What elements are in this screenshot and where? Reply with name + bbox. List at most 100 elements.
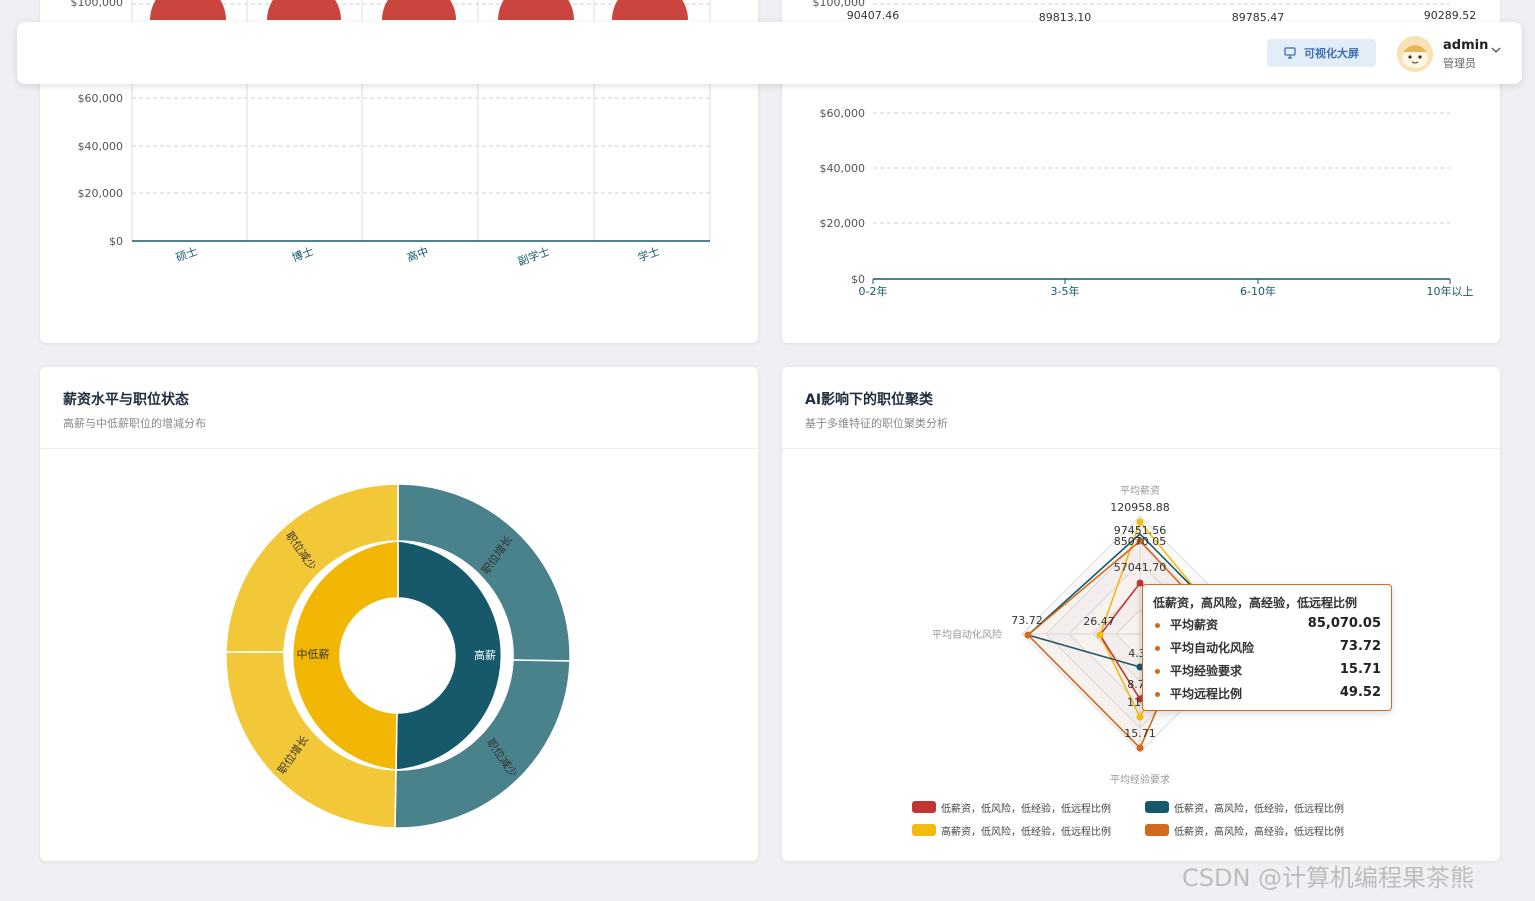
radar-value-label: 8.7 (1127, 678, 1145, 691)
radar-value-label: 11 (1127, 696, 1141, 709)
card-subtitle: 高薪与中低薪职位的增减分布 (63, 417, 206, 430)
outer-mid-decrease[interactable] (225, 483, 399, 653)
legend-label: 高薪资，低风险，低经验，低远程比例 (941, 827, 1111, 838)
point-value-label: 89813.10 (1039, 11, 1092, 24)
legend-label: 低薪资，高风险，低经验，低远程比例 (1174, 804, 1344, 815)
point-value-label: 90289.52 (1424, 9, 1477, 22)
legend-label: 低薪资，高风险，高经验，低远程比例 (1174, 827, 1344, 838)
tooltip-title: 低薪资，高风险，高经验，低远程比例 (1153, 596, 1358, 610)
divider (40, 448, 758, 449)
y-tick-label: $100,000 (71, 0, 124, 9)
radar-point[interactable] (1136, 663, 1144, 671)
tooltip-row: 平均远程比例 49.52 (1153, 685, 1381, 705)
radar-value-label: 26.47 (1083, 615, 1115, 628)
tooltip-row: 平均经验要求 15.71 (1153, 662, 1381, 682)
y-tick-label: $20,000 (820, 217, 866, 230)
tooltip-label: 平均远程比例 (1170, 687, 1243, 701)
legend-label: 低薪资，低风险，低经验，低远程比例 (941, 804, 1111, 815)
y-tick-label: $60,000 (78, 92, 124, 105)
radar-value-label: 73.72 (1011, 614, 1043, 627)
x-category-label: 学士 (636, 244, 661, 265)
point-value-label: 90407.46 (847, 9, 900, 22)
user-role: 管理员 (1443, 57, 1476, 70)
point-value-label: 89785.47 (1232, 11, 1285, 24)
radar-point[interactable] (1096, 631, 1104, 639)
radar-value-label: 15.71 (1124, 727, 1156, 740)
monitor-icon (1284, 47, 1296, 59)
radar-point[interactable] (1136, 744, 1144, 752)
tooltip-dot (1155, 669, 1160, 674)
radar-value-label: 85070.05 (1114, 535, 1167, 548)
radar-point[interactable] (1136, 695, 1144, 703)
sunburst-label: 中低薪 (297, 648, 330, 661)
radar-value-label: 97451.56 (1114, 524, 1167, 537)
inner-mid-low-salary[interactable] (291, 540, 399, 771)
radar-point[interactable] (1136, 537, 1144, 545)
user-name[interactable]: admin (1443, 38, 1489, 53)
bar-doctor[interactable] (267, 0, 341, 20)
bar-bachelor[interactable] (612, 0, 688, 20)
radar-point[interactable] (1136, 713, 1144, 721)
radar-value-label: 57041.70 (1114, 561, 1167, 574)
legend-swatch (912, 801, 936, 813)
outer-high-increase[interactable] (397, 483, 571, 662)
divider (782, 448, 1500, 449)
inner-high-salary[interactable] (395, 540, 503, 771)
radar-axis-label: 平均自动化风险 (932, 628, 1002, 641)
avatar[interactable] (1397, 36, 1433, 72)
radar-point[interactable] (1136, 518, 1144, 526)
watermark: CSDN @计算机编程果茶熊 (1182, 864, 1475, 892)
radar-value-label: 120958.88 (1110, 501, 1170, 514)
education-salary-chart: $0 $20,000 $40,000 $60,000 $100,000 硕士 博… (71, 0, 711, 268)
tooltip-row: 平均自动化风险 73.72 (1153, 639, 1381, 659)
visual-screen-button[interactable]: 可视化大屏 (1267, 39, 1376, 67)
y-tick-label: $40,000 (78, 140, 124, 153)
card-subtitle: 基于多维特征的职位聚类分析 (805, 417, 948, 430)
chevron-down-icon[interactable] (1490, 44, 1502, 56)
tooltip-label: 平均薪资 (1170, 618, 1219, 632)
legend-swatch (912, 824, 936, 836)
x-category-label: 6-10年 (1240, 284, 1276, 298)
experience-salary-chart: 90407.46 89813.10 89785.47 90289.52 $0 $… (813, 0, 1477, 298)
tooltip-value: 73.72 (1339, 639, 1381, 654)
sunburst-label: 高薪 (474, 648, 496, 662)
tooltip-value: 49.52 (1339, 685, 1381, 700)
x-category-label: 10年以上 (1427, 284, 1474, 298)
tooltip-row: 平均薪资 85,070.05 (1153, 616, 1381, 636)
tooltip-dot (1155, 692, 1160, 697)
bar-highschool[interactable] (382, 0, 456, 20)
card-title: 薪资水平与职位状态 (63, 392, 189, 408)
avatar-icon (1397, 36, 1433, 72)
y-tick-label: $40,000 (820, 162, 866, 175)
legend-swatch (1145, 801, 1169, 813)
cluster-radar-chart: 平均薪资 平均自动化风险 平均经验要求 120958.88 97451.56 8… (932, 485, 1259, 786)
salary-sunburst-chart: 高薪 中低薪 职位减少 职位增长 职位增长 职位减少 (225, 483, 571, 829)
tooltip-dot (1155, 646, 1160, 651)
x-category-label: 0-2年 (859, 284, 888, 298)
x-category-label: 高中 (405, 244, 430, 265)
outer-high-decrease[interactable] (394, 659, 571, 829)
tooltip-value: 15.71 (1339, 662, 1381, 677)
radar-axis-label: 平均经验要求 (1110, 773, 1170, 786)
y-tick-label: $20,000 (78, 187, 124, 200)
radar-value-label: 4.3 (1128, 647, 1146, 660)
cluster-card: AI影响下的职位聚类 基于多维特征的职位聚类分析 平均薪资 平均自动化风险 平均… (782, 367, 1500, 861)
top-header: 可视化大屏 admin 管理员 (17, 22, 1522, 84)
y-tick-label: $0 (851, 273, 865, 286)
y-tick-label: $100,000 (813, 0, 866, 9)
y-tick-label: $60,000 (820, 107, 866, 120)
x-category-label: 博士 (290, 245, 315, 265)
tooltip-value: 85,070.05 (1307, 616, 1381, 631)
x-category-label: 3-5年 (1051, 284, 1080, 298)
bar-master[interactable] (150, 0, 226, 20)
visual-screen-label: 可视化大屏 (1304, 47, 1359, 60)
tooltip-dot (1155, 623, 1160, 628)
salary-status-card: 薪资水平与职位状态 高薪与中低薪职位的增减分布 高薪 中低薪 职位减少 职位增长… (40, 367, 758, 861)
y-tick-label: $0 (109, 235, 123, 248)
card-title: AI影响下的职位聚类 (805, 392, 934, 408)
radar-point[interactable] (1024, 631, 1032, 639)
radar-point[interactable] (1136, 579, 1144, 587)
bar-associate[interactable] (498, 0, 574, 20)
tooltip-label: 平均经验要求 (1170, 664, 1243, 678)
radar-tooltip: 低薪资，高风险，高经验，低远程比例 平均薪资 85,070.05 平均自动化风险… (1142, 584, 1392, 711)
